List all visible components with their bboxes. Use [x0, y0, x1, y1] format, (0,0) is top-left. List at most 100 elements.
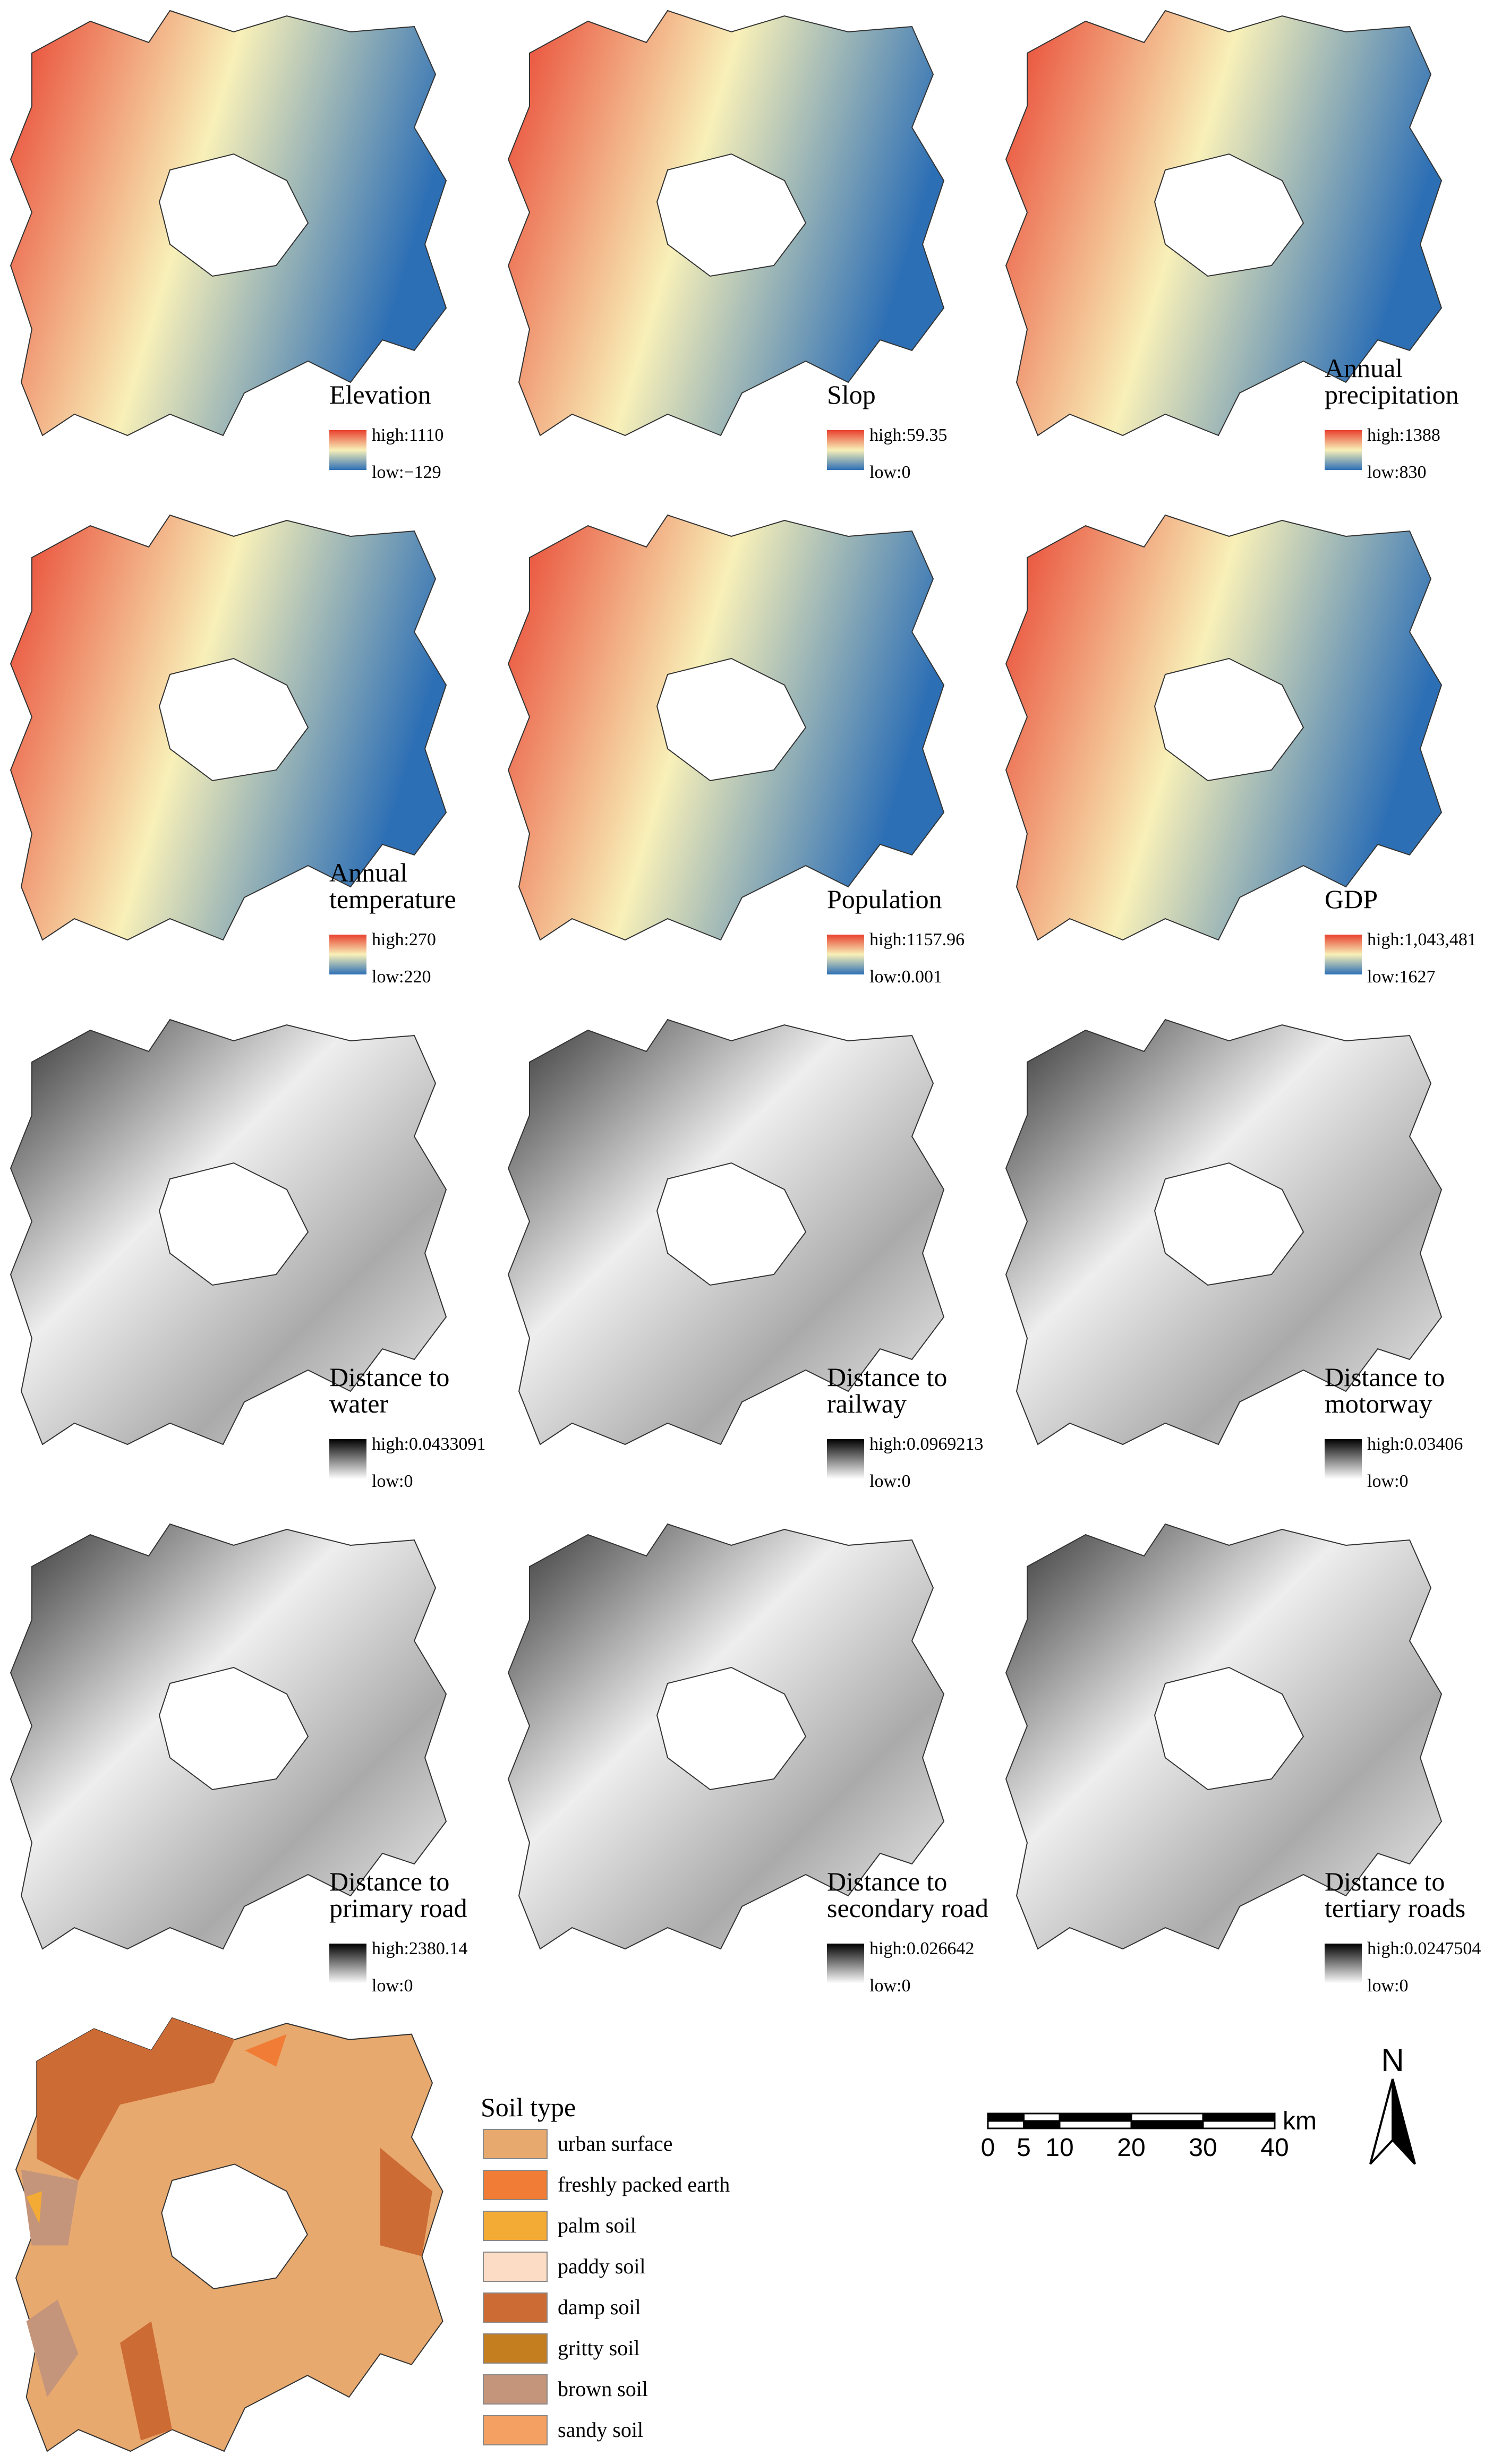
legend-high: high:0.0969213	[869, 1434, 983, 1454]
map-title: precipitation	[1325, 380, 1459, 409]
legend-swatch	[483, 2170, 548, 2200]
legend-label: palm soil	[558, 2213, 636, 2237]
legend-label: damp soil	[558, 2295, 641, 2319]
scale-segment	[1023, 2112, 1061, 2122]
legend-low: low:830	[1367, 463, 1426, 482]
legend-ramp	[329, 935, 366, 974]
soil-patch	[37, 2018, 235, 2180]
map-title: secondary road	[827, 1893, 988, 1923]
legend-ramp	[329, 1439, 366, 1479]
legend-ramp	[329, 430, 366, 470]
north-arrow	[1369, 2078, 1394, 2165]
legend-swatch	[483, 2374, 548, 2405]
legend-low: low:0	[1367, 1471, 1408, 1491]
map-title: Distance to	[1325, 1867, 1445, 1896]
legend-high: high:1,043,481	[1367, 930, 1477, 949]
map-title: railway	[827, 1389, 907, 1418]
scale-label: 10	[1045, 2134, 1073, 2162]
scale-unit: km	[1283, 2107, 1317, 2135]
legend-label: paddy soil	[558, 2254, 646, 2278]
legend-title: Soil type	[481, 2092, 576, 2122]
legend-ramp	[827, 1944, 864, 1983]
map-area	[10, 10, 447, 437]
soil-patch	[26, 2191, 42, 2224]
scale-segment	[987, 2120, 1025, 2129]
legend-high: high:1157.96	[869, 930, 965, 949]
legend-label: urban surface	[558, 2132, 673, 2155]
scale-label: 0	[981, 2134, 995, 2162]
map-area	[1005, 514, 1443, 941]
legend-low: low:0	[869, 1471, 910, 1491]
legend-low: low:220	[372, 967, 431, 987]
map-panel: Population high:1157.96 low:0.001	[507, 514, 965, 987]
legend-low: low:1627	[1367, 967, 1435, 987]
legend-ramp	[1325, 430, 1362, 470]
legend-label: brown soil	[558, 2377, 648, 2401]
soil-patch	[380, 2148, 432, 2256]
map-title: Elevation	[329, 380, 431, 409]
legend-label: gritty soil	[558, 2336, 639, 2360]
scale-segment	[1130, 2112, 1204, 2122]
map-title: temperature	[329, 884, 456, 914]
legend-label: sandy soil	[558, 2418, 643, 2442]
map-panel: GDP high:1,043,481 low:1627	[1005, 514, 1477, 987]
map-area	[507, 514, 945, 941]
map-title: Distance to	[827, 1867, 947, 1896]
scale-segment	[1059, 2112, 1132, 2122]
legend-ramp	[827, 430, 864, 470]
legend-high: high:0.03406	[1367, 1434, 1463, 1454]
map-panel: Elevation high:1110 low:−129	[10, 10, 447, 482]
legend-high: high:0.0433091	[372, 1434, 485, 1454]
map-title: Distance to	[1325, 1362, 1445, 1392]
legend-low: low:0	[1367, 1976, 1408, 1996]
scale-label: 20	[1117, 2134, 1145, 2162]
soil-patch	[245, 2034, 287, 2067]
legend-swatch	[483, 2415, 548, 2445]
legend-ramp	[1325, 1944, 1362, 1983]
legend-high: high:2380.14	[372, 1939, 467, 1958]
legend-high: high:1388	[1367, 425, 1440, 445]
legend-swatch	[483, 2211, 548, 2241]
legend-low: low:−129	[372, 463, 441, 482]
legend-ramp	[1325, 935, 1362, 974]
legend-swatch	[483, 2252, 548, 2282]
north-label: N	[1381, 2042, 1404, 2078]
map-panel: Slop high:59.35 low:0	[507, 10, 947, 482]
map-area	[10, 1019, 447, 1445]
legend-swatch	[483, 2292, 548, 2323]
map-area	[507, 10, 945, 437]
scale-label: 5	[1017, 2134, 1031, 2162]
legend-low: low:0	[372, 1976, 413, 1996]
map-title: primary road	[329, 1893, 467, 1923]
scale-segment	[1023, 2120, 1061, 2129]
legend-swatch	[483, 2129, 548, 2159]
map-title: GDP	[1325, 884, 1378, 914]
scale-segment	[1202, 2112, 1276, 2122]
map-title: tertiary roads	[1325, 1893, 1465, 1923]
legend-high: high:270	[372, 930, 436, 949]
north-arrow	[1392, 2078, 1416, 2165]
scale-segment	[987, 2112, 1025, 2122]
map-title: motorway	[1325, 1389, 1432, 1418]
soil-patch	[21, 2169, 79, 2246]
map-title: Annual	[1325, 353, 1403, 383]
map-title: Slop	[827, 380, 876, 409]
legend-high: high:1110	[372, 425, 443, 445]
map-area	[10, 514, 447, 941]
map-area	[1005, 10, 1443, 437]
legend-low: low:0	[869, 463, 910, 482]
scale-segment	[1059, 2120, 1132, 2129]
soil-map	[15, 2017, 443, 2452]
scale-label: 40	[1260, 2134, 1289, 2162]
legend-swatch	[483, 2333, 548, 2364]
legend-low: low:0	[372, 1471, 413, 1491]
map-title: Distance to	[329, 1867, 449, 1896]
